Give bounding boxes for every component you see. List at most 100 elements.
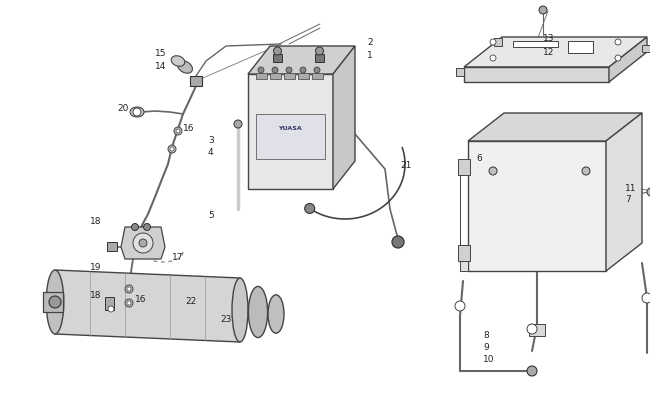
Bar (284, 74, 295, 80)
Bar (458, 160, 470, 175)
Text: 12: 12 (543, 47, 554, 56)
Circle shape (582, 168, 590, 175)
Polygon shape (609, 38, 647, 83)
Circle shape (305, 204, 315, 214)
Ellipse shape (130, 108, 144, 118)
Bar (315, 55, 324, 63)
Circle shape (314, 68, 320, 74)
Bar (107, 243, 117, 252)
Circle shape (234, 121, 242, 129)
Text: YUASA: YUASA (278, 126, 302, 131)
Polygon shape (248, 75, 333, 190)
Circle shape (133, 233, 153, 254)
Polygon shape (43, 292, 63, 312)
Ellipse shape (248, 287, 268, 338)
Circle shape (131, 224, 138, 231)
Bar (312, 74, 323, 80)
Bar (270, 74, 281, 80)
Text: 3: 3 (208, 135, 214, 144)
Text: 6: 6 (476, 153, 482, 162)
Circle shape (168, 146, 176, 153)
Circle shape (272, 68, 278, 74)
Circle shape (170, 148, 174, 151)
Text: 1: 1 (367, 50, 372, 60)
Circle shape (176, 130, 180, 134)
Polygon shape (468, 114, 642, 142)
Text: 18: 18 (90, 217, 101, 226)
Circle shape (139, 239, 147, 247)
Circle shape (315, 48, 324, 56)
Polygon shape (248, 47, 355, 75)
Circle shape (286, 68, 292, 74)
Circle shape (527, 324, 537, 334)
Text: 4: 4 (208, 147, 214, 156)
Text: 19: 19 (90, 263, 101, 272)
Polygon shape (606, 114, 642, 271)
Circle shape (539, 7, 547, 15)
Circle shape (125, 299, 133, 307)
Text: 7: 7 (625, 195, 630, 204)
Text: 22: 22 (185, 297, 196, 306)
Polygon shape (190, 77, 202, 87)
Text: 11: 11 (625, 183, 636, 192)
Circle shape (174, 128, 182, 136)
Bar (273, 55, 282, 63)
Bar (642, 46, 650, 53)
Polygon shape (464, 38, 647, 68)
Polygon shape (468, 142, 606, 271)
Text: 14: 14 (155, 61, 166, 70)
Ellipse shape (232, 278, 248, 342)
Circle shape (258, 68, 264, 74)
Ellipse shape (647, 188, 650, 198)
Polygon shape (333, 47, 355, 190)
Bar (458, 245, 470, 261)
Ellipse shape (177, 62, 192, 74)
Text: 17: 17 (172, 253, 183, 262)
Circle shape (615, 40, 621, 46)
Polygon shape (460, 162, 468, 271)
Circle shape (490, 56, 496, 62)
Polygon shape (55, 270, 240, 342)
Text: 8: 8 (483, 330, 489, 339)
Polygon shape (529, 324, 545, 336)
Ellipse shape (171, 57, 185, 67)
Text: 5: 5 (208, 210, 214, 219)
Circle shape (127, 301, 131, 305)
Circle shape (49, 296, 61, 308)
Text: 16: 16 (135, 295, 146, 304)
Bar (256, 74, 267, 80)
Circle shape (392, 237, 404, 248)
Circle shape (489, 168, 497, 175)
Text: 13: 13 (543, 34, 554, 43)
Text: 20: 20 (117, 103, 129, 112)
Bar (256, 115, 325, 160)
Circle shape (642, 293, 650, 303)
Circle shape (108, 306, 114, 312)
Text: 9: 9 (483, 343, 489, 352)
Text: 15: 15 (155, 48, 166, 58)
Circle shape (125, 285, 133, 293)
Ellipse shape (268, 295, 284, 333)
Circle shape (300, 68, 306, 74)
Circle shape (133, 109, 141, 117)
Ellipse shape (46, 270, 64, 334)
Circle shape (144, 224, 151, 231)
Polygon shape (464, 68, 609, 83)
Bar (105, 297, 114, 310)
Circle shape (527, 366, 537, 376)
Circle shape (274, 48, 281, 56)
Bar (456, 69, 464, 77)
Text: 10: 10 (483, 355, 495, 364)
Polygon shape (568, 42, 593, 54)
Bar (298, 74, 309, 80)
Circle shape (490, 40, 496, 46)
Text: 21: 21 (400, 160, 411, 169)
Circle shape (455, 301, 465, 311)
Text: 2: 2 (367, 37, 372, 47)
Bar (494, 39, 502, 47)
Text: 18: 18 (90, 290, 101, 299)
Circle shape (127, 287, 131, 291)
Text: 23: 23 (220, 315, 231, 324)
Circle shape (615, 56, 621, 62)
Polygon shape (121, 228, 165, 259)
